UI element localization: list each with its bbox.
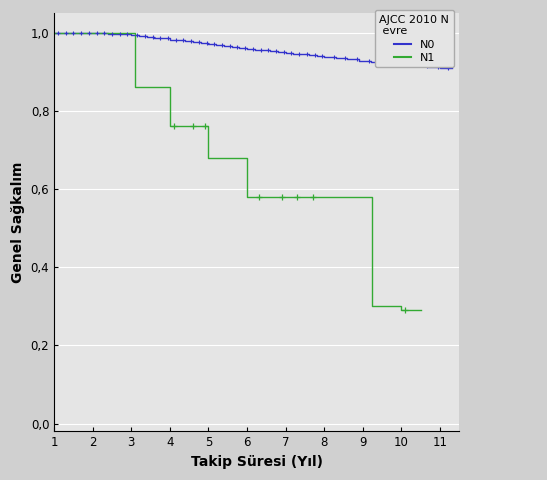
Legend: N0, N1: N0, N1 — [375, 10, 454, 67]
X-axis label: Takip Süresi (Yıl): Takip Süresi (Yıl) — [191, 455, 323, 469]
Y-axis label: Genel Sağkalım: Genel Sağkalım — [11, 162, 25, 283]
